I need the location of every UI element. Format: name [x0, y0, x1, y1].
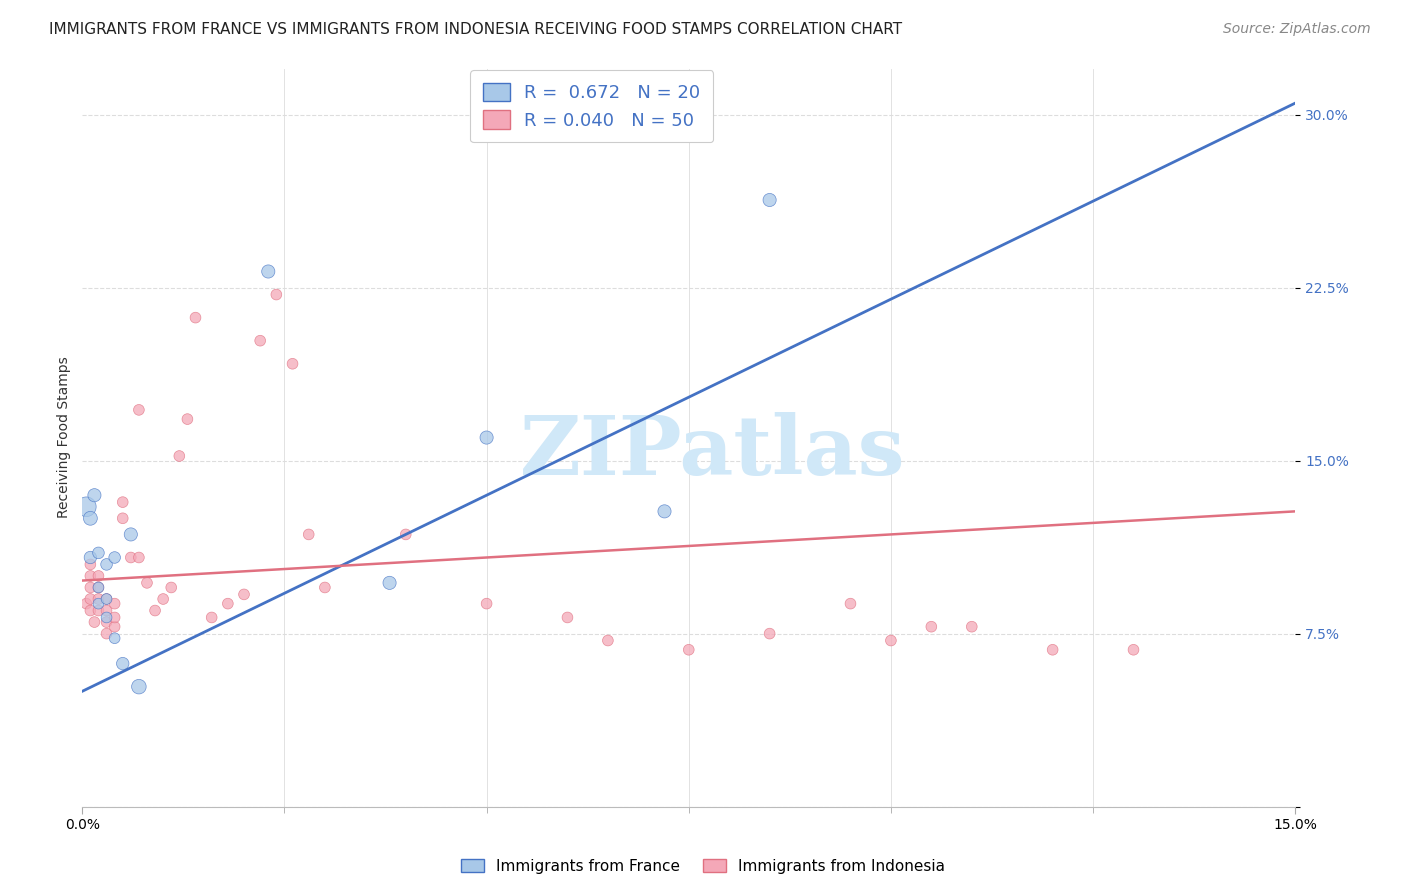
Point: [96, 592, 118, 607]
Point: [96, 615, 118, 629]
Point: [104, 597, 127, 611]
Point: [104, 550, 127, 565]
Point: [281, 357, 304, 371]
Point: [395, 527, 418, 541]
Point: [104, 631, 127, 645]
Legend: R =  0.672   N = 20, R = 0.040   N = 50: R = 0.672 N = 20, R = 0.040 N = 50: [470, 70, 713, 142]
Point: [75, 500, 97, 514]
Point: [233, 587, 256, 601]
Point: [880, 633, 903, 648]
Point: [557, 610, 579, 624]
Point: [87, 569, 110, 583]
Point: [160, 581, 183, 595]
Point: [298, 527, 321, 541]
Point: [87, 597, 110, 611]
Point: [79, 511, 101, 525]
Point: [654, 504, 676, 518]
Point: [87, 546, 110, 560]
Point: [79, 569, 101, 583]
Point: [249, 334, 271, 348]
Point: [104, 620, 127, 634]
Point: [128, 550, 150, 565]
Point: [104, 610, 127, 624]
Point: [96, 603, 118, 617]
Point: [83, 488, 105, 502]
Point: [120, 527, 142, 541]
Point: [79, 603, 101, 617]
Point: [758, 193, 780, 207]
Point: [475, 597, 498, 611]
Point: [79, 581, 101, 595]
Point: [475, 431, 498, 445]
Legend: Immigrants from France, Immigrants from Indonesia: Immigrants from France, Immigrants from …: [454, 853, 952, 880]
Point: [169, 449, 191, 463]
Point: [128, 680, 150, 694]
Point: [83, 615, 105, 629]
Point: [96, 592, 118, 607]
Point: [96, 626, 118, 640]
Text: IMMIGRANTS FROM FRANCE VS IMMIGRANTS FROM INDONESIA RECEIVING FOOD STAMPS CORREL: IMMIGRANTS FROM FRANCE VS IMMIGRANTS FRO…: [49, 22, 903, 37]
Point: [128, 403, 150, 417]
Point: [79, 558, 101, 572]
Point: [839, 597, 862, 611]
Point: [201, 610, 224, 624]
Text: ZIPatlas: ZIPatlas: [520, 412, 905, 492]
Y-axis label: Receiving Food Stamps: Receiving Food Stamps: [58, 357, 72, 518]
Point: [136, 575, 159, 590]
Point: [314, 581, 336, 595]
Text: Source: ZipAtlas.com: Source: ZipAtlas.com: [1223, 22, 1371, 37]
Point: [1042, 642, 1064, 657]
Point: [257, 264, 280, 278]
Point: [87, 581, 110, 595]
Point: [184, 310, 207, 325]
Point: [111, 495, 134, 509]
Point: [266, 287, 288, 301]
Point: [75, 597, 97, 611]
Point: [758, 626, 780, 640]
Point: [678, 642, 700, 657]
Point: [111, 511, 134, 525]
Point: [217, 597, 239, 611]
Point: [87, 581, 110, 595]
Point: [79, 550, 101, 565]
Point: [96, 558, 118, 572]
Point: [378, 575, 401, 590]
Point: [176, 412, 198, 426]
Point: [1122, 642, 1144, 657]
Point: [120, 550, 142, 565]
Point: [920, 620, 942, 634]
Point: [152, 592, 174, 607]
Point: [596, 633, 619, 648]
Point: [960, 620, 983, 634]
Point: [79, 592, 101, 607]
Point: [96, 610, 118, 624]
Point: [87, 603, 110, 617]
Point: [111, 657, 134, 671]
Point: [87, 592, 110, 607]
Point: [143, 603, 166, 617]
